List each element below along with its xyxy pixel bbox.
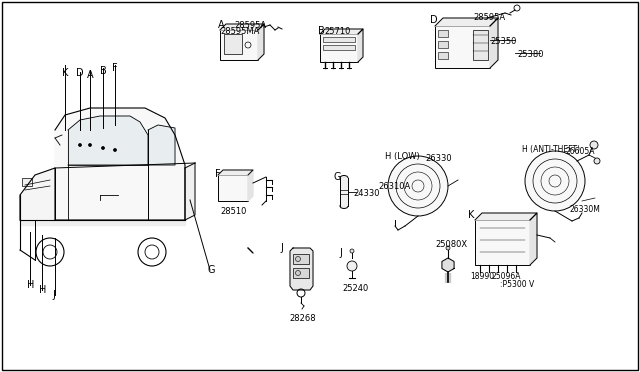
Polygon shape [442,258,454,272]
Ellipse shape [340,203,348,208]
Text: H (ANTI-THEFT): H (ANTI-THEFT) [522,145,580,154]
Text: K: K [62,68,68,78]
Circle shape [590,141,598,149]
Text: J: J [280,243,283,253]
Circle shape [102,147,104,150]
Text: J: J [339,248,342,258]
Text: D: D [430,15,438,25]
Bar [323,37,355,42]
Circle shape [296,270,301,276]
Circle shape [88,144,92,147]
Polygon shape [148,125,175,165]
Text: 28595A: 28595A [234,21,266,30]
Polygon shape [475,213,537,220]
Circle shape [113,148,116,151]
Text: D: D [76,68,84,78]
Polygon shape [218,170,253,175]
Circle shape [350,249,354,253]
Text: 26330: 26330 [425,154,452,163]
Text: G: G [333,172,340,182]
Bar [323,45,355,50]
Bar [438,52,448,59]
Circle shape [594,158,600,164]
Text: A: A [218,20,225,30]
Bar [224,34,242,54]
Text: A: A [87,70,93,80]
Text: J: J [52,290,55,300]
Text: 18990: 18990 [470,272,494,281]
Polygon shape [20,168,55,220]
Polygon shape [220,24,264,30]
Circle shape [525,151,585,211]
Bar [438,41,448,48]
Circle shape [296,257,301,262]
Text: :P5300 V: :P5300 V [500,280,534,289]
Bar [475,220,530,265]
Polygon shape [490,18,498,68]
Polygon shape [435,18,498,26]
Text: H: H [39,285,46,295]
Text: H: H [27,280,35,290]
Text: 25350: 25350 [490,37,516,46]
Text: B: B [100,66,107,76]
Polygon shape [258,24,264,60]
Bar [218,175,248,201]
Polygon shape [530,213,537,265]
Circle shape [388,156,448,216]
Ellipse shape [340,176,348,180]
Polygon shape [248,170,253,201]
Polygon shape [320,29,363,34]
Bar [293,254,309,264]
Circle shape [446,246,450,250]
Text: 28510: 28510 [220,207,246,216]
Bar [340,178,348,206]
Text: 28595MA: 28595MA [220,27,259,36]
Bar [435,26,490,68]
Text: K: K [468,210,474,220]
Polygon shape [290,248,313,290]
Text: 24330: 24330 [353,189,380,198]
Text: 25240: 25240 [342,284,368,293]
Text: F: F [215,169,221,179]
Text: G: G [207,265,214,275]
Text: 26310A: 26310A [378,182,410,191]
Bar [220,30,258,60]
Circle shape [347,261,357,271]
Bar [293,268,309,278]
Text: B: B [318,26,324,36]
Polygon shape [20,220,185,225]
Text: H (LOW): H (LOW) [385,152,420,161]
Text: 28595A: 28595A [473,13,505,22]
Bar [320,34,358,62]
Polygon shape [358,29,363,62]
Text: 25080X: 25080X [435,240,467,249]
Text: 26605A: 26605A [565,147,595,156]
Text: 25380: 25380 [517,50,543,59]
Bar [438,30,448,37]
Text: 28268: 28268 [289,314,316,323]
Polygon shape [68,116,148,165]
Text: 26330M: 26330M [569,205,600,214]
Circle shape [79,144,81,147]
Polygon shape [185,163,195,220]
Polygon shape [55,108,185,220]
Text: 25096A: 25096A [492,272,522,281]
Bar [22,178,32,186]
Text: 25710: 25710 [324,27,350,36]
Bar [473,30,488,60]
Text: F: F [112,63,118,73]
